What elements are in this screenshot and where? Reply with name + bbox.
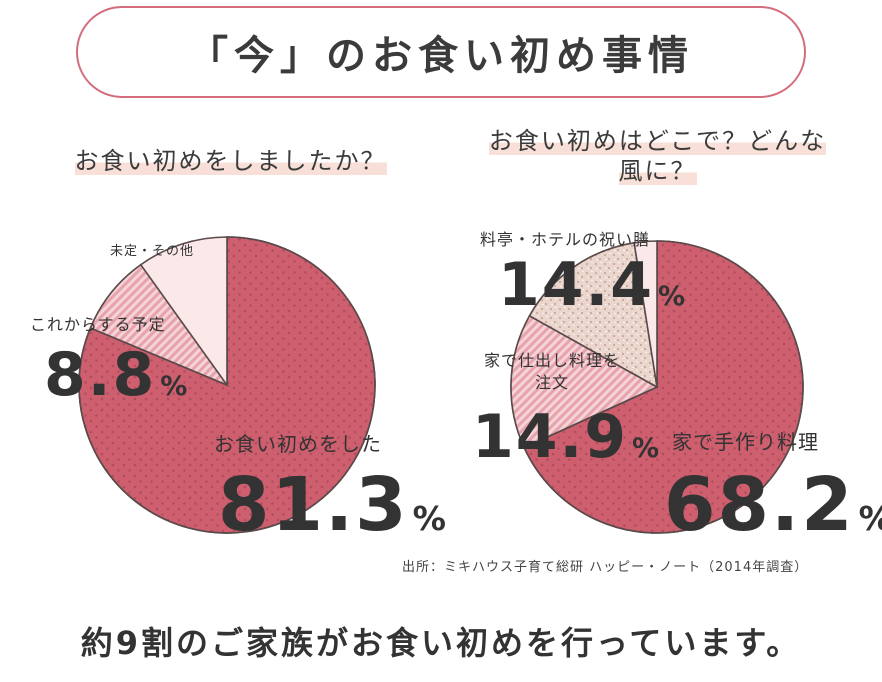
slice-value-ryotei: 14.4% xyxy=(498,250,688,320)
slice-label-homemade: 家で手作り料理 xyxy=(672,430,819,454)
slice-label-ryotei: 料亭・ホテルの祝い膳 xyxy=(480,230,651,249)
slice-label-done: お食い初めをした xyxy=(214,432,382,456)
chart-1-title: お食い初めをしましたか？ xyxy=(74,147,387,175)
source-note: 出所：ミキハウス子育て総研 ハッピー・ノート（2014年調査） xyxy=(402,560,809,575)
slice-value-shidashi: 14.9% xyxy=(472,402,662,472)
slice-value-done: 81.3% xyxy=(218,462,448,548)
slice-value-planning: 8.8% xyxy=(44,340,190,410)
slice-label-shidashi: 家で仕出し料理を注文 xyxy=(483,351,620,392)
page-title: 「今」のお食い初め事情 xyxy=(76,6,806,98)
slice-label-undecided: 未定・その他 xyxy=(110,244,195,259)
slice-label-planning: これからする予定 xyxy=(30,315,166,334)
footer-caption: 約9割のご家族がお食い初めを行っています。 xyxy=(80,624,802,662)
chart-2-title: お食い初めはどこで？どんな風に？ xyxy=(488,127,827,185)
slice-value-homemade: 68.2% xyxy=(664,462,882,548)
